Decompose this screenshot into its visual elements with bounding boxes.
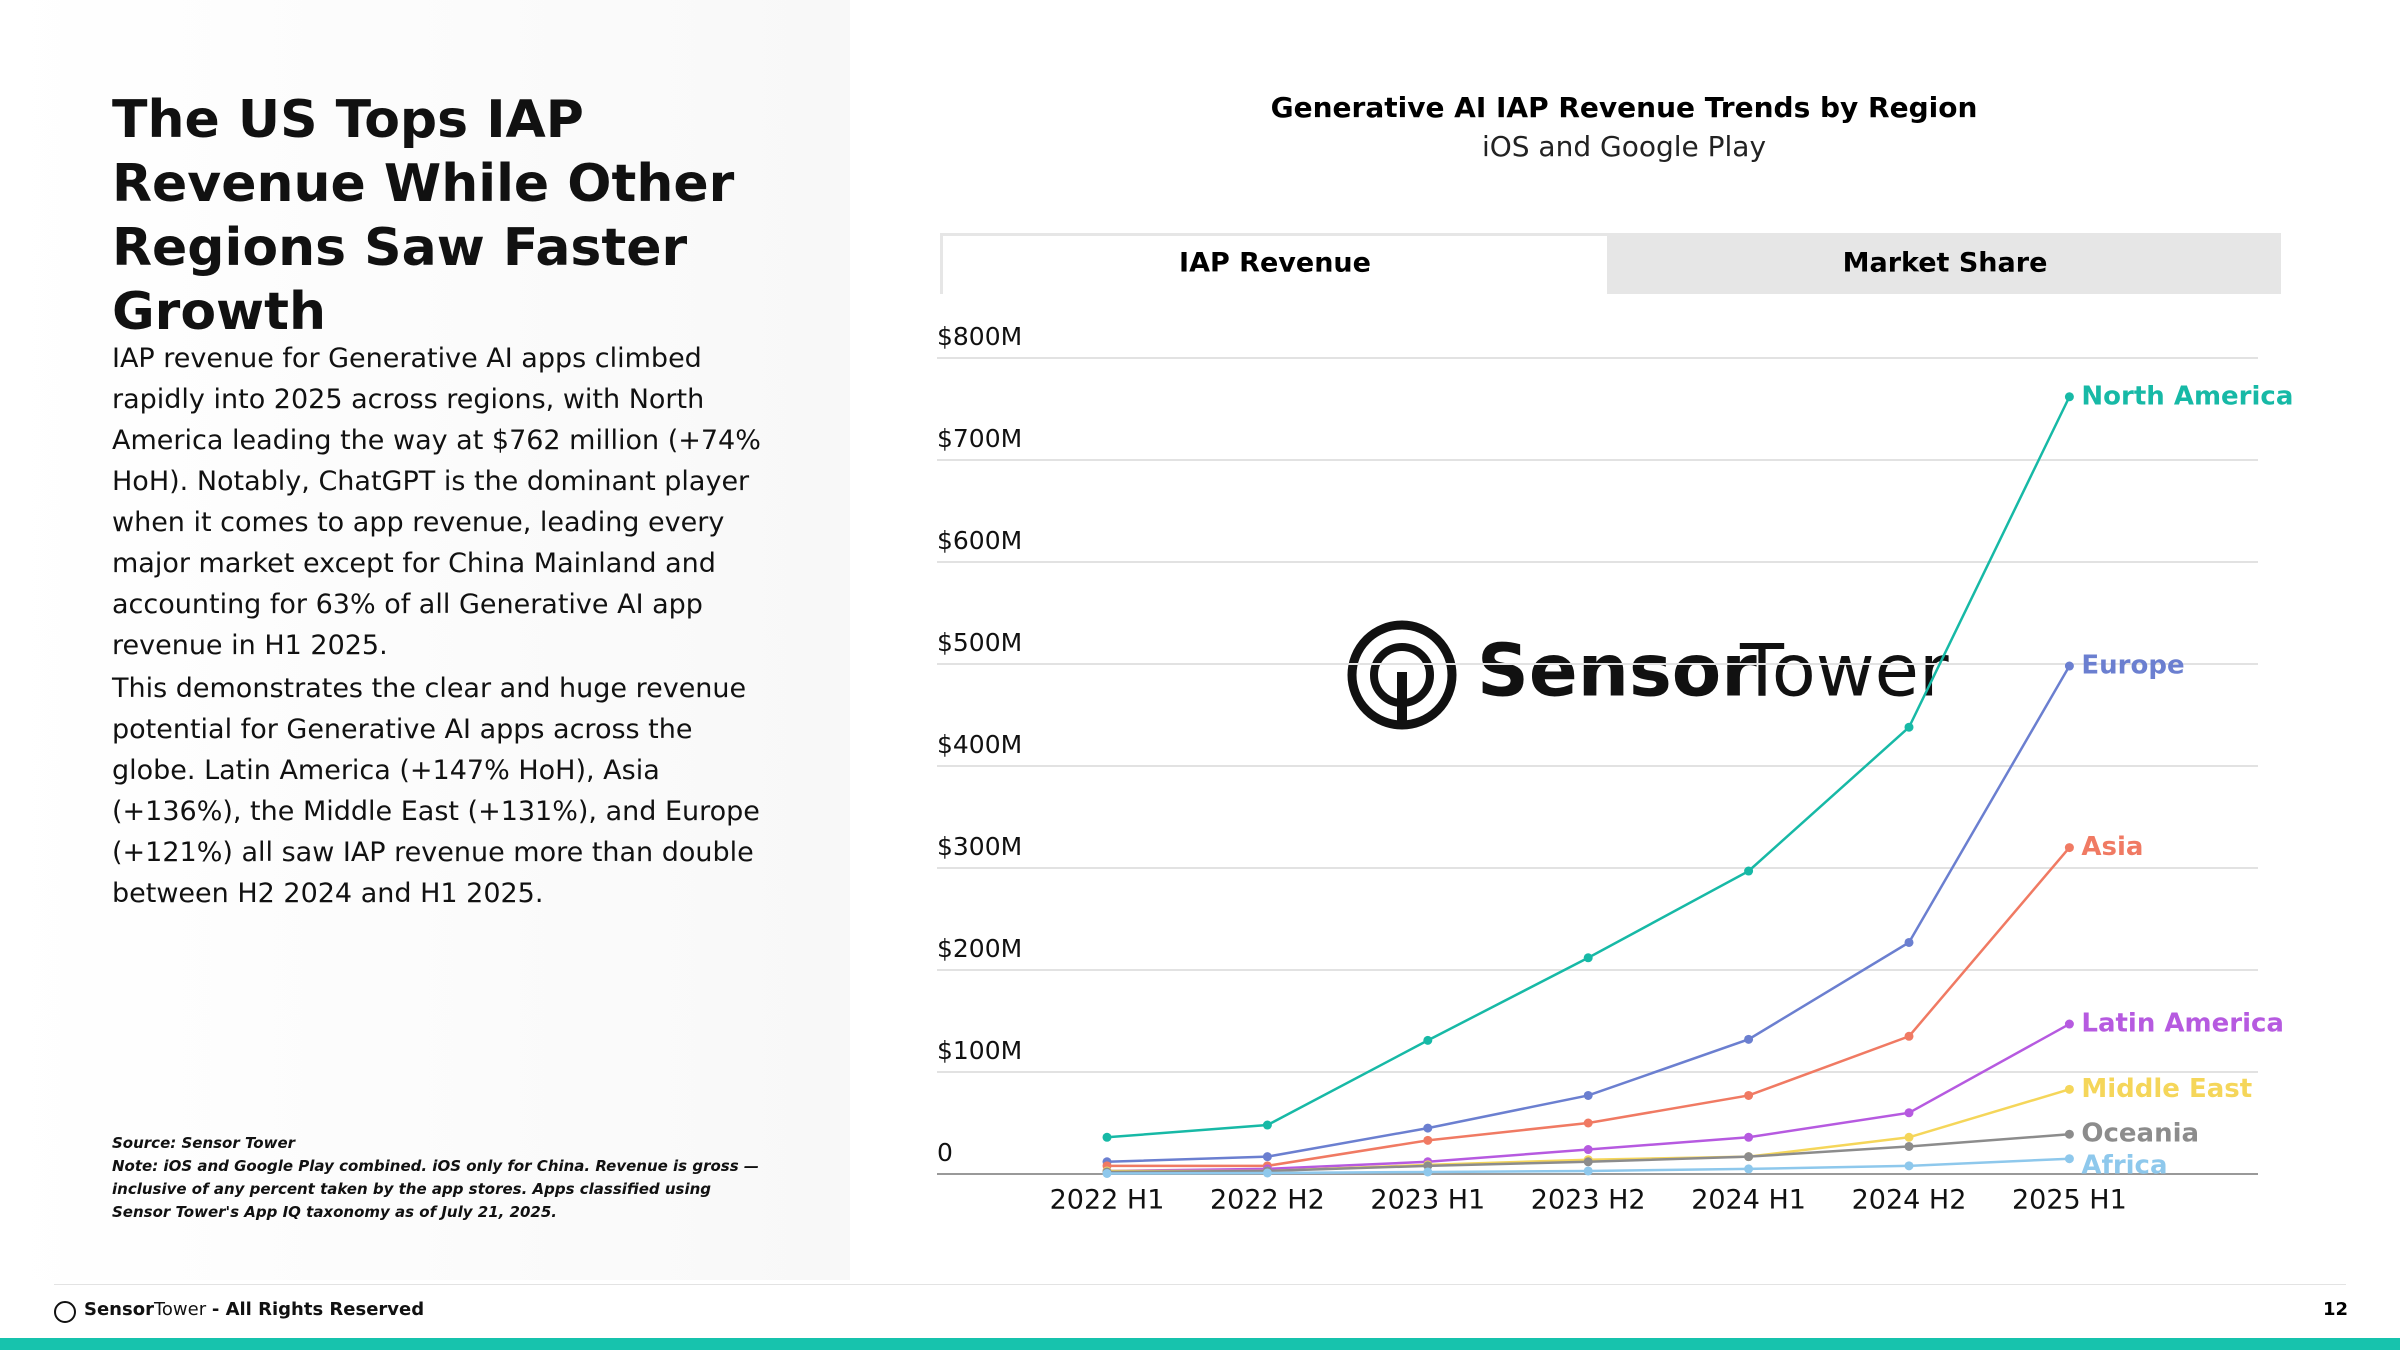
point — [1904, 1161, 1914, 1171]
point — [1583, 1157, 1593, 1167]
point — [1262, 1120, 1272, 1130]
point — [2064, 392, 2074, 402]
point — [1904, 1141, 1914, 1151]
series-label: Asia — [2081, 832, 2143, 862]
point — [2064, 661, 2074, 671]
paragraph: IAP revenue for Generative AI apps climb… — [112, 343, 761, 661]
footer-brand: Sensor — [84, 1299, 154, 1320]
source: Source: Sensor Tower — [112, 1134, 296, 1152]
x-tick-label: 2023 H1 — [1370, 1185, 1485, 1216]
series-line — [1107, 846, 2071, 1168]
series-label: Middle East — [2081, 1074, 2252, 1104]
y-tick-label: $200M — [937, 934, 1022, 963]
point — [2064, 1019, 2074, 1029]
point — [2064, 1129, 2074, 1139]
watermark-text: Tower — [1739, 629, 1949, 713]
series-label: Latin America — [2081, 1009, 2284, 1039]
point — [1904, 937, 1914, 947]
footer-logo — [54, 1301, 76, 1323]
point — [1583, 1090, 1593, 1100]
point — [1904, 1108, 1914, 1118]
point — [1904, 1031, 1914, 1041]
x-tick-label: 2024 H2 — [1852, 1185, 1967, 1216]
series-label: Africa — [2081, 1151, 2167, 1181]
point — [1423, 1167, 1433, 1177]
y-tick-label: $300M — [937, 832, 1022, 861]
point — [1262, 1152, 1272, 1162]
tab-active[interactable] — [943, 236, 1607, 294]
y-tick-label: 0 — [937, 1138, 953, 1167]
page-number: 12 — [2322, 1299, 2348, 1320]
point — [1423, 1123, 1433, 1133]
point — [2064, 1084, 2074, 1094]
y-tick-label: $600M — [937, 526, 1022, 555]
slide-title: The US Tops IAP Revenue While Other Regi… — [112, 90, 735, 342]
series-label: Europe — [2081, 651, 2184, 681]
y-tick-label: $500M — [937, 628, 1022, 657]
point — [1904, 722, 1914, 732]
y-tick-label: $400M — [937, 730, 1022, 759]
point — [1423, 1135, 1433, 1145]
point — [1744, 1090, 1754, 1100]
point — [1262, 1168, 1272, 1178]
point — [1102, 1168, 1112, 1178]
point — [1744, 1034, 1754, 1044]
series-line — [1106, 665, 2071, 1164]
tab[interactable]: Market Share — [1843, 248, 2048, 279]
point — [1744, 1152, 1754, 1162]
series-line — [1106, 396, 2071, 1139]
x-tick-label: 2024 H1 — [1691, 1185, 1806, 1216]
source-note: Source: Sensor Tower Note: iOS and Google… — [112, 1132, 762, 1224]
text-panel: The US Tops IAP Revenue While Other Regi… — [0, 0, 850, 1280]
accent-bar — [0, 1338, 2400, 1350]
point — [2064, 1154, 2074, 1164]
footer-brand: Tower — [153, 1299, 207, 1320]
divider — [54, 1284, 2346, 1285]
footer-rights: - All Rights Reserved — [211, 1299, 425, 1320]
point — [1583, 1145, 1593, 1155]
point — [1744, 866, 1754, 876]
point — [1583, 1118, 1593, 1128]
footer: SensorTower - All Rights Reserved — [84, 1299, 424, 1320]
watermark: Sensor Tower — [1347, 620, 1949, 730]
point — [1583, 1166, 1593, 1176]
paragraph: This demonstrates the clear and huge rev… — [112, 673, 760, 909]
y-tick-label: $700M — [937, 424, 1022, 453]
point — [2064, 843, 2074, 853]
x-tick-label: 2022 H2 — [1210, 1185, 1325, 1216]
x-tick-label: 2023 H2 — [1531, 1185, 1646, 1216]
point — [1583, 953, 1593, 963]
point — [1904, 1132, 1914, 1142]
point — [1744, 1164, 1754, 1174]
y-tick-label: $100M — [937, 1036, 1022, 1065]
point — [1102, 1132, 1112, 1142]
note: Note: iOS and Google Play combined. iOS … — [112, 1157, 759, 1221]
watermark-text: Sensor — [1477, 629, 1757, 713]
tab[interactable]: IAP Revenue — [1179, 248, 1371, 279]
point — [1744, 1132, 1754, 1142]
x-tick-label: 2025 H1 — [2012, 1185, 2127, 1216]
chart-title: Generative AI IAP Revenue Trends by Regi… — [1271, 91, 1978, 124]
point — [1423, 1035, 1433, 1045]
y-tick-label: $800M — [937, 322, 1022, 351]
series-label: Oceania — [2081, 1119, 2199, 1149]
x-tick-label: 2022 H1 — [1050, 1185, 1165, 1216]
series-label: North America — [2081, 381, 2293, 411]
chart-subtitle: iOS and Google Play — [1482, 130, 1766, 163]
